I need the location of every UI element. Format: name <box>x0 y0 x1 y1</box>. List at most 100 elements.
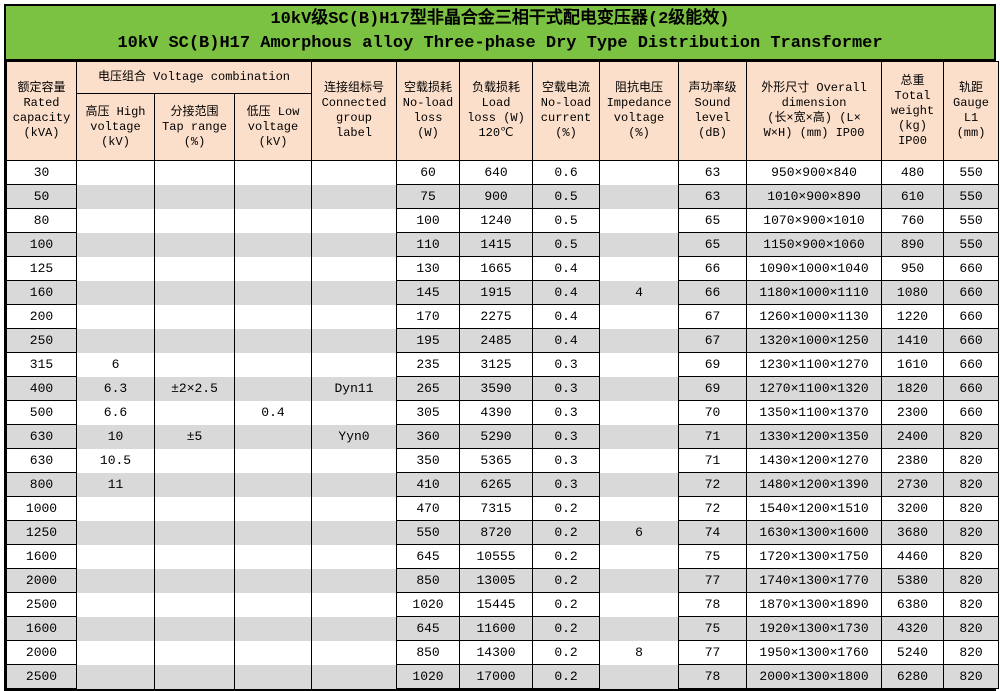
cell-conn <box>311 496 398 521</box>
table-row: 1000 470 7315 0.2 72 1540×1200×1510 3200 820 <box>6 496 1000 521</box>
cell-no-load-loss: 60 <box>396 160 461 185</box>
table-row: 30 60 640 0.6 63 950×900×840 480 550 <box>6 160 1000 185</box>
cell-gauge: 820 <box>943 664 1000 689</box>
cell-no-load-current: 0.2 <box>532 520 601 545</box>
col-header-tap-range: 分接范围 Tap range (%) <box>154 93 235 161</box>
cell-dimension: 1870×1300×1890 <box>746 592 883 617</box>
col-header-sound-level: 声功率级 Sound level (dB) <box>678 61 748 161</box>
cell-load-loss: 17000 <box>459 664 534 689</box>
cell-no-load-current: 0.2 <box>532 568 601 593</box>
cell-impedance <box>599 568 680 593</box>
cell-no-load-loss: 850 <box>396 640 461 665</box>
cell-no-load-current: 0.4 <box>532 280 601 305</box>
cell-sound: 69 <box>678 376 748 401</box>
cell-tap <box>154 328 235 353</box>
cell-weight: 6280 <box>881 664 945 689</box>
cell-weight: 1820 <box>881 376 945 401</box>
cell-sound: 63 <box>678 184 748 209</box>
col-header-no-load-current: 空载电流 No-load current (%) <box>532 61 601 161</box>
cell-tap <box>154 544 235 569</box>
cell-conn: Dyn11 <box>311 376 398 401</box>
cell-weight: 5240 <box>881 640 945 665</box>
cell-tap <box>154 520 235 545</box>
cell-capacity: 1250 <box>6 520 77 545</box>
cell-tap <box>154 616 235 641</box>
cell-capacity: 315 <box>6 352 77 377</box>
cell-impedance <box>599 208 680 233</box>
cell-hv <box>76 592 155 617</box>
cell-conn <box>311 160 398 185</box>
table-row: 2000 850 13005 0.2 77 1740×1300×1770 5380 820 <box>6 568 1000 593</box>
cell-load-loss: 3125 <box>459 352 534 377</box>
cell-capacity: 1600 <box>6 616 77 641</box>
cell-load-loss: 1665 <box>459 256 534 281</box>
cell-dimension: 1430×1200×1270 <box>746 448 883 473</box>
cell-no-load-loss: 410 <box>396 472 461 497</box>
cell-gauge: 660 <box>943 280 1000 305</box>
cell-lv <box>233 160 313 185</box>
cell-weight: 2400 <box>881 424 945 449</box>
cell-gauge: 550 <box>943 160 1000 185</box>
cell-hv <box>76 640 155 665</box>
title-chinese: 10kV级SC(B)H17型非晶合金三相干式配电变压器(2级能效) <box>270 10 730 29</box>
cell-lv <box>233 232 313 257</box>
cell-lv <box>233 472 313 497</box>
cell-tap <box>154 496 235 521</box>
cell-load-loss: 7315 <box>459 496 534 521</box>
table-row: 315 6 235 3125 0.3 69 1230×1100×1270 1610 660 <box>6 352 1000 377</box>
table-row: 800 11 410 6265 0.3 72 1480×1200×1390 2730 820 <box>6 472 1000 497</box>
cell-dimension: 1010×900×890 <box>746 184 883 209</box>
cell-load-loss: 900 <box>459 184 534 209</box>
cell-impedance <box>599 352 680 377</box>
cell-weight: 760 <box>881 208 945 233</box>
cell-load-loss: 15445 <box>459 592 534 617</box>
cell-no-load-loss: 360 <box>396 424 461 449</box>
cell-capacity: 400 <box>6 376 77 401</box>
cell-lv <box>233 616 313 641</box>
cell-hv <box>76 520 155 545</box>
cell-weight: 2730 <box>881 472 945 497</box>
cell-hv: 6 <box>76 352 155 377</box>
cell-no-load-loss: 100 <box>396 208 461 233</box>
cell-hv <box>76 232 155 257</box>
cell-conn <box>311 304 398 329</box>
cell-capacity: 1000 <box>6 496 77 521</box>
table-row: 1600 645 10555 0.2 75 1720×1300×1750 4460 820 <box>6 544 1000 569</box>
col-header-capacity: 额定容量 Rated capacity (kVA) <box>6 61 77 161</box>
col-header-weight: 总重 Total weight (kg) IP00 <box>881 61 945 161</box>
cell-impedance <box>599 448 680 473</box>
cell-no-load-current: 0.4 <box>532 328 601 353</box>
cell-weight: 1220 <box>881 304 945 329</box>
cell-hv <box>76 328 155 353</box>
cell-tap <box>154 160 235 185</box>
cell-hv <box>76 544 155 569</box>
col-header-no-load-loss: 空载损耗 No-load loss (W) <box>396 61 461 161</box>
col-header-load-loss: 负载损耗 Load loss (W) 120℃ <box>459 61 534 161</box>
cell-lv <box>233 328 313 353</box>
cell-dimension: 1070×900×1010 <box>746 208 883 233</box>
cell-no-load-current: 0.3 <box>532 352 601 377</box>
cell-sound: 69 <box>678 352 748 377</box>
table-row: 200 170 2275 0.4 67 1260×1000×1130 1220 660 <box>6 304 1000 329</box>
cell-conn <box>311 568 398 593</box>
table-row: 160 145 1915 0.4 4 66 1180×1000×1110 1080 660 <box>6 280 1000 305</box>
table-row: 400 6.3 ±2×2.5 Dyn11 265 3590 0.3 69 1270×1100×1… <box>6 376 1000 401</box>
cell-dimension: 950×900×840 <box>746 160 883 185</box>
cell-load-loss: 1240 <box>459 208 534 233</box>
cell-gauge: 660 <box>943 376 1000 401</box>
cell-load-loss: 14300 <box>459 640 534 665</box>
cell-impedance <box>599 304 680 329</box>
cell-hv: 6.6 <box>76 400 155 425</box>
cell-weight: 4320 <box>881 616 945 641</box>
cell-lv <box>233 256 313 281</box>
cell-no-load-current: 0.3 <box>532 472 601 497</box>
cell-lv <box>233 184 313 209</box>
cell-conn <box>311 352 398 377</box>
cell-no-load-current: 0.5 <box>532 208 601 233</box>
title-block: 10kV级SC(B)H17型非晶合金三相干式配电变压器(2级能效) 10kV S… <box>6 6 994 61</box>
cell-load-loss: 11600 <box>459 616 534 641</box>
cell-no-load-loss: 850 <box>396 568 461 593</box>
table-row: 500 6.6 0.4 305 4390 0.3 70 1350×1100×1370 2300 6… <box>6 400 1000 425</box>
cell-load-loss: 2485 <box>459 328 534 353</box>
cell-dimension: 1230×1100×1270 <box>746 352 883 377</box>
